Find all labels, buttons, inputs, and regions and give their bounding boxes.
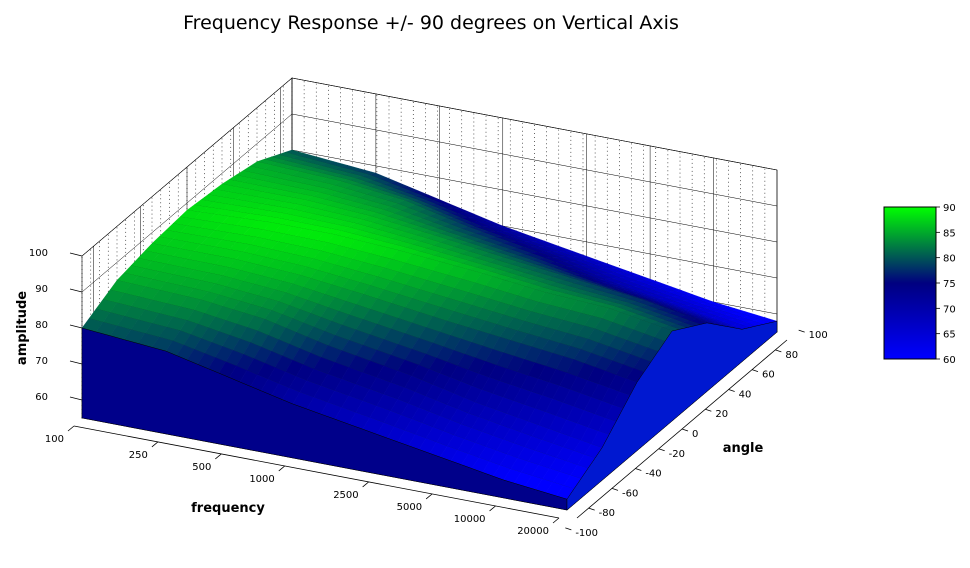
x-tick — [362, 481, 369, 488]
z-tick-label: 80 — [35, 320, 48, 331]
z-tick-label: 100 — [29, 248, 48, 259]
chart-title: Frequency Response +/- 90 degrees on Ver… — [183, 12, 679, 34]
y-tick — [588, 507, 595, 511]
colorbar-gradient — [883, 206, 937, 360]
z-grid-line — [81, 113, 778, 293]
y-tick-label: -40 — [645, 469, 661, 480]
y-tick — [658, 448, 665, 452]
x-tick — [552, 517, 560, 524]
y-tick-label: 40 — [739, 389, 752, 400]
y-axis-label: angle — [723, 441, 764, 456]
colorbar-tick-label: 85 — [943, 228, 956, 239]
colorbar-tick-label: 60 — [943, 355, 956, 366]
z-grid-line — [81, 77, 778, 257]
y-tick-label: 80 — [785, 350, 798, 361]
z-tick — [69, 396, 83, 401]
y-tick — [798, 329, 805, 333]
x-tick-label: 500 — [192, 462, 211, 473]
x-tick-label: 100 — [45, 434, 64, 445]
y-tick — [611, 487, 619, 491]
y-tick — [775, 349, 782, 353]
y-tick-label: 20 — [715, 409, 728, 420]
x-tick-label: 10000 — [454, 514, 486, 525]
colorbar-tick-label: 90 — [943, 203, 956, 214]
y-tick — [705, 408, 712, 412]
x-tick-label: 1000 — [249, 474, 274, 485]
colorbar: 60 65 70 75 80 85 90 — [883, 203, 956, 366]
y-tick-label: 0 — [692, 429, 698, 440]
colorbar-tick-label: 65 — [943, 330, 956, 341]
z-tick-label: 90 — [35, 284, 48, 295]
surface-layer — [81, 149, 778, 511]
x-tick — [215, 453, 222, 460]
y-tick — [751, 369, 759, 373]
y-tick — [565, 527, 572, 531]
x-axis-label: frequency — [191, 501, 265, 516]
colorbar-tick-label: 70 — [943, 304, 956, 315]
x-tick-label: 20000 — [517, 526, 549, 537]
z-tick — [69, 324, 83, 329]
colorbar-tick-label: 75 — [943, 279, 956, 290]
y-tick-label: 60 — [762, 370, 775, 381]
y-tick-label: -100 — [575, 528, 598, 539]
x-tick-label: 5000 — [397, 502, 422, 513]
z-tick-label: 70 — [35, 356, 48, 367]
z-tick — [69, 360, 83, 365]
x-tick-label: 250 — [129, 450, 148, 461]
x-tick-label: 2500 — [333, 490, 358, 501]
z-tick — [69, 252, 83, 257]
y-tick — [681, 428, 689, 432]
x-tick — [425, 493, 433, 500]
x-tick — [278, 465, 286, 472]
y-tick-label: -20 — [669, 449, 685, 460]
front-skirt — [81, 327, 568, 511]
colorbar-ticks: 60 65 70 75 80 85 90 — [936, 203, 956, 366]
z-axis-label: amplitude — [15, 291, 30, 365]
x-tick — [489, 505, 496, 512]
x-axis-line — [73, 425, 560, 519]
x-tick — [67, 425, 75, 432]
z-tick-label: 60 — [35, 392, 48, 403]
y-tick — [728, 389, 735, 392]
z-tick — [69, 288, 83, 293]
right-skirt — [566, 320, 778, 511]
y-tick — [635, 468, 642, 471]
y-tick-label: 100 — [809, 330, 828, 341]
x-tick — [151, 441, 159, 448]
colorbar-tick-label: 80 — [943, 254, 956, 265]
y-tick-label: -60 — [622, 488, 638, 499]
y-tick-label: -80 — [599, 508, 615, 519]
